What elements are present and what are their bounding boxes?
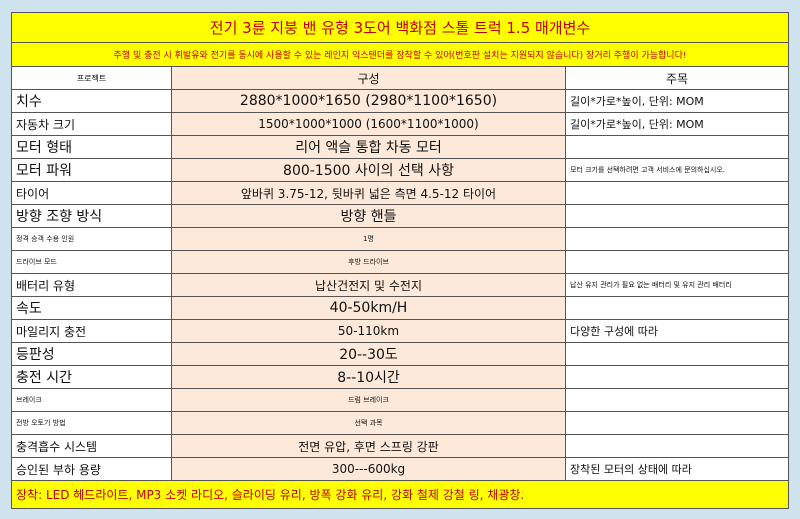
row-label: 등판성 xyxy=(11,342,172,366)
row-note xyxy=(565,365,789,389)
table-row: 등판성 20--30도 xyxy=(11,342,789,366)
row-label: 정격 승객 수용 인원 xyxy=(11,227,172,251)
row-config: 20--30도 xyxy=(171,342,566,366)
row-label: 승인된 부하 용량 xyxy=(11,457,172,481)
subtitle-row: 주행 및 충전 시 휘발유와 전기를 동시에 사용할 수 있는 레인지 익스텐더… xyxy=(11,42,789,67)
row-label: 자동차 크기 xyxy=(11,112,172,136)
row-config: 방향 핸들 xyxy=(171,204,566,228)
title: 전기 3륜 지붕 밴 유형 3도어 백화점 스톨 트럭 1.5 매개변수 xyxy=(11,12,789,43)
column-header: 주목 xyxy=(565,66,789,90)
row-label: 방향 조향 방식 xyxy=(11,204,172,228)
row-config: 2880*1000*1650 (2980*1100*1650) xyxy=(171,89,566,113)
row-config: 후방 드라이브 xyxy=(171,250,566,274)
row-config: 800-1500 사이의 선택 사항 xyxy=(171,158,566,182)
row-label: 브레이크 xyxy=(11,388,172,412)
row-label: 드라이브 모드 xyxy=(11,250,172,274)
row-note: 길이*가로*높이, 단위: MOM xyxy=(565,89,789,113)
row-label: 모터 형태 xyxy=(11,135,172,159)
table-row: 자동차 크기 1500*1000*1000 (1600*1100*1000) 길이*… xyxy=(11,112,789,136)
row-config: 40-50km/H xyxy=(171,296,566,320)
spec-sheet: 전기 3륜 지붕 밴 유형 3도어 백화점 스톨 트럭 1.5 매개변수 주행 … xyxy=(11,12,789,509)
row-config: 300---600kg xyxy=(171,457,566,481)
row-note xyxy=(565,250,789,274)
row-config: 전면 유압, 후면 스프링 강판 xyxy=(171,434,566,458)
table-row: 타이어 앞바퀴 3.75-12, 뒷바퀴 넓은 측면 4.5-12 타이어 xyxy=(11,181,789,205)
table-row: 모터 형태 리어 액슬 통합 차동 모터 xyxy=(11,135,789,159)
table-row: 충격흡수 시스템 전면 유압, 후면 스프링 강판 xyxy=(11,434,789,458)
row-note xyxy=(565,434,789,458)
table-row: 승인된 부하 용량 300---600kg 장착된 모터의 상태에 따라 xyxy=(11,457,789,481)
row-note xyxy=(565,204,789,228)
row-note: 납산 유지 관리가 필요 없는 배터리 및 유지 관리 배터리 xyxy=(565,273,789,297)
row-note xyxy=(565,411,789,435)
subtitle: 주행 및 충전 시 휘발유와 전기를 동시에 사용할 수 있는 레인지 익스텐더… xyxy=(11,42,789,67)
header-row: 프로젝트 구성 주목 xyxy=(11,66,789,90)
table-row: 충전 시간 8--10시간 xyxy=(11,365,789,389)
row-config: 드럼 브레이크 xyxy=(171,388,566,412)
row-label: 마일리지 충전 xyxy=(11,319,172,343)
table-row: 방향 조향 방식 방향 핸들 xyxy=(11,204,789,228)
column-header: 구성 xyxy=(171,66,566,90)
table-row: 드라이브 모드 후방 드라이브 xyxy=(11,250,789,274)
row-label: 모터 파워 xyxy=(11,158,172,182)
footer-text: 장착: LED 헤드라이트, MP3 소켓 라디오, 슬라이딩 유리, 방폭 강… xyxy=(11,480,789,509)
row-label: 충격흡수 시스템 xyxy=(11,434,172,458)
row-label: 치수 xyxy=(11,89,172,113)
table-row: 마일리지 충전 50-110km 다양한 구성에 따라 xyxy=(11,319,789,343)
row-note: 모터 크기를 선택하려면 고객 서비스에 문의하십시오. xyxy=(565,158,789,182)
row-note: 다양한 구성에 따라 xyxy=(565,319,789,343)
table-body: 전기 3륜 지붕 밴 유형 3도어 백화점 스톨 트럭 1.5 매개변수 주행 … xyxy=(11,12,789,509)
title-row: 전기 3륜 지붕 밴 유형 3도어 백화점 스톨 트럭 1.5 매개변수 xyxy=(11,12,789,43)
row-config: 앞바퀴 3.75-12, 뒷바퀴 넓은 측면 4.5-12 타이어 xyxy=(171,181,566,205)
column-header: 프로젝트 xyxy=(11,66,172,90)
row-note xyxy=(565,296,789,320)
row-note xyxy=(565,135,789,159)
row-note: 장착된 모터의 상태에 따라 xyxy=(565,457,789,481)
row-label: 타이어 xyxy=(11,181,172,205)
footer-row: 장착: LED 헤드라이트, MP3 소켓 라디오, 슬라이딩 유리, 방폭 강… xyxy=(11,480,789,509)
row-config: 50-110km xyxy=(171,319,566,343)
table-row: 모터 파워 800-1500 사이의 선택 사항 모터 크기를 선택하려면 고객 서… xyxy=(11,158,789,182)
row-note xyxy=(565,227,789,251)
row-config: 1500*1000*1000 (1600*1100*1000) xyxy=(171,112,566,136)
row-note xyxy=(565,388,789,412)
table-row: 배터리 유형 납산건전지 및 수전지 납산 유지 관리가 필요 없는 배터리 및 유… xyxy=(11,273,789,297)
table-row: 속도 40-50km/H xyxy=(11,296,789,320)
row-config: 8--10시간 xyxy=(171,365,566,389)
row-config: 리어 액슬 통합 차동 모터 xyxy=(171,135,566,159)
row-note xyxy=(565,181,789,205)
row-config: 선택 과목 xyxy=(171,411,566,435)
row-note xyxy=(565,342,789,366)
table-row: 정격 승객 수용 인원 1명 xyxy=(11,227,789,251)
row-label: 충전 시간 xyxy=(11,365,172,389)
spec-table: 전기 3륜 지붕 밴 유형 3도어 백화점 스톨 트럭 1.5 매개변수 주행 … xyxy=(11,12,789,509)
row-note: 길이*가로*높이, 단위: MOM xyxy=(565,112,789,136)
row-label: 전방 오토기 방법 xyxy=(11,411,172,435)
row-label: 속도 xyxy=(11,296,172,320)
row-config: 1명 xyxy=(171,227,566,251)
row-config: 납산건전지 및 수전지 xyxy=(171,273,566,297)
table-row: 치수 2880*1000*1650 (2980*1100*1650) 길이*가로*높… xyxy=(11,89,789,113)
table-row: 브레이크 드럼 브레이크 xyxy=(11,388,789,412)
table-row: 전방 오토기 방법 선택 과목 xyxy=(11,411,789,435)
row-label: 배터리 유형 xyxy=(11,273,172,297)
